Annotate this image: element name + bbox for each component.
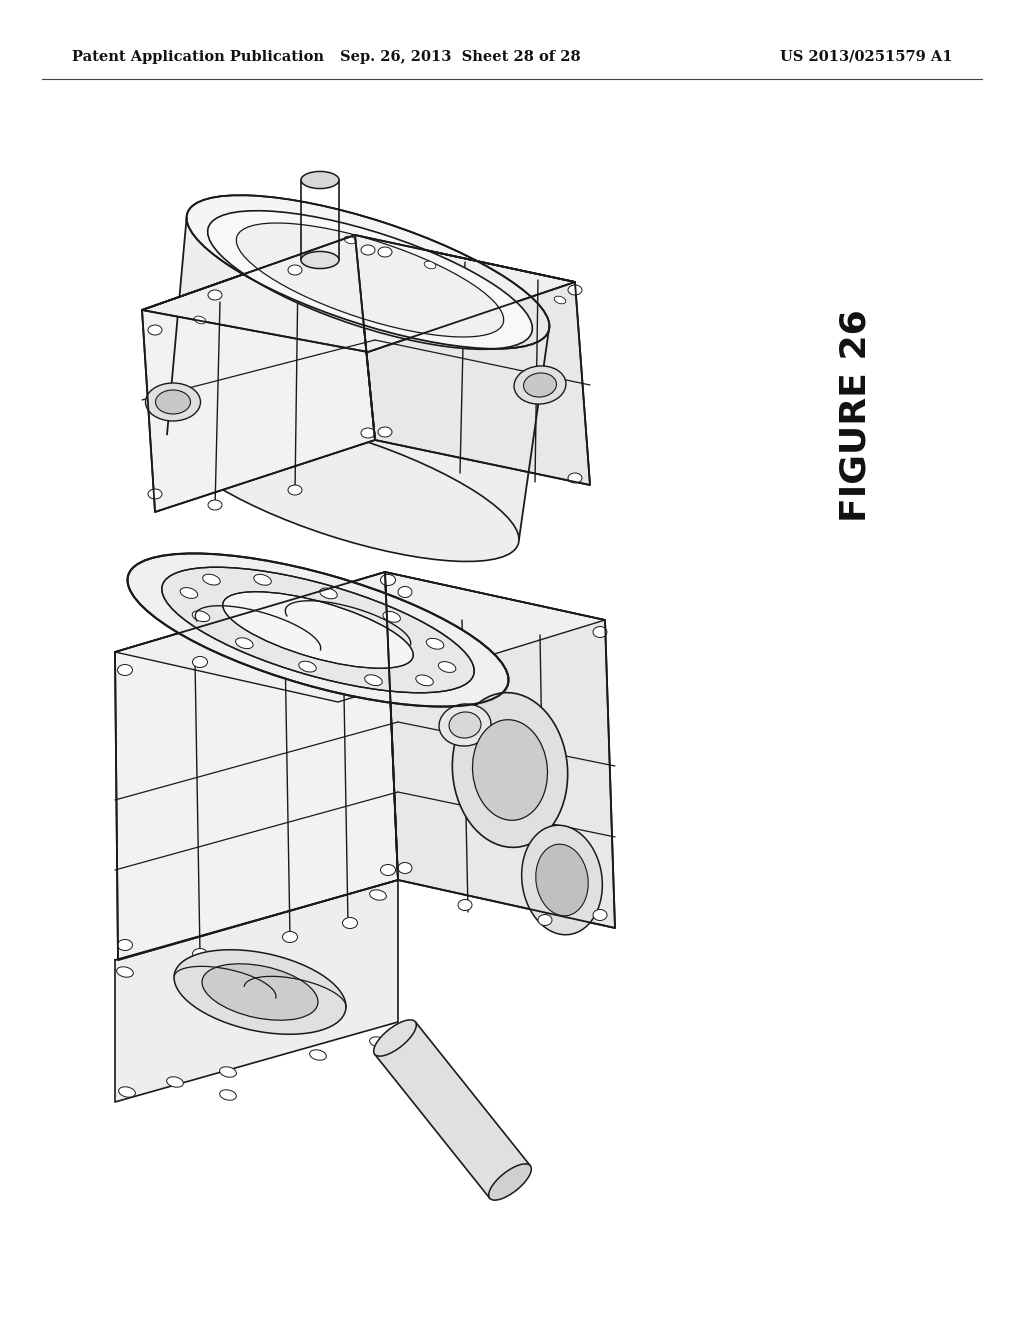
- Ellipse shape: [167, 413, 519, 561]
- Ellipse shape: [128, 553, 509, 706]
- Ellipse shape: [219, 1090, 237, 1100]
- Ellipse shape: [344, 236, 355, 244]
- Ellipse shape: [237, 223, 504, 337]
- Ellipse shape: [449, 711, 481, 738]
- Polygon shape: [115, 880, 398, 1102]
- Ellipse shape: [118, 664, 132, 676]
- Ellipse shape: [593, 627, 607, 638]
- Ellipse shape: [361, 428, 375, 438]
- Ellipse shape: [193, 611, 210, 622]
- Ellipse shape: [301, 251, 339, 268]
- Text: US 2013/0251579 A1: US 2013/0251579 A1: [779, 50, 952, 63]
- Ellipse shape: [288, 484, 302, 495]
- Ellipse shape: [208, 211, 532, 350]
- Ellipse shape: [568, 285, 582, 294]
- Ellipse shape: [458, 899, 472, 911]
- Ellipse shape: [398, 862, 412, 874]
- Ellipse shape: [426, 639, 443, 649]
- Polygon shape: [142, 235, 575, 352]
- Ellipse shape: [374, 1020, 417, 1056]
- Ellipse shape: [514, 366, 566, 404]
- Ellipse shape: [416, 675, 433, 686]
- Ellipse shape: [361, 246, 375, 255]
- Ellipse shape: [439, 704, 490, 746]
- Ellipse shape: [536, 845, 588, 916]
- Ellipse shape: [523, 374, 556, 397]
- Ellipse shape: [488, 1164, 531, 1200]
- Text: Sep. 26, 2013  Sheet 28 of 28: Sep. 26, 2013 Sheet 28 of 28: [340, 50, 581, 63]
- Ellipse shape: [219, 1067, 237, 1077]
- Ellipse shape: [319, 587, 337, 599]
- Ellipse shape: [593, 909, 607, 920]
- Text: FIGURE 26: FIGURE 26: [838, 309, 872, 523]
- Ellipse shape: [193, 949, 208, 960]
- Ellipse shape: [119, 1086, 135, 1097]
- Ellipse shape: [145, 383, 201, 421]
- Ellipse shape: [538, 915, 552, 925]
- Ellipse shape: [299, 661, 316, 672]
- Ellipse shape: [236, 638, 253, 648]
- Ellipse shape: [180, 587, 198, 598]
- Ellipse shape: [398, 586, 412, 598]
- Ellipse shape: [309, 1049, 327, 1060]
- Ellipse shape: [424, 261, 436, 269]
- Ellipse shape: [342, 917, 357, 928]
- Ellipse shape: [195, 317, 206, 323]
- Ellipse shape: [554, 296, 566, 304]
- Ellipse shape: [283, 932, 298, 942]
- Ellipse shape: [521, 825, 602, 935]
- Ellipse shape: [283, 647, 298, 657]
- Ellipse shape: [148, 488, 162, 499]
- Ellipse shape: [301, 172, 339, 189]
- Ellipse shape: [203, 574, 220, 585]
- Ellipse shape: [167, 1077, 183, 1088]
- Ellipse shape: [118, 940, 132, 950]
- Text: Patent Application Publication: Patent Application Publication: [72, 50, 324, 63]
- Polygon shape: [167, 218, 550, 540]
- Ellipse shape: [193, 656, 208, 668]
- Ellipse shape: [186, 195, 550, 348]
- Polygon shape: [375, 1022, 530, 1199]
- Polygon shape: [385, 572, 615, 928]
- Ellipse shape: [381, 865, 395, 875]
- Ellipse shape: [288, 265, 302, 275]
- Ellipse shape: [472, 719, 548, 820]
- Ellipse shape: [370, 890, 386, 900]
- Ellipse shape: [453, 693, 567, 847]
- Ellipse shape: [378, 247, 392, 257]
- Ellipse shape: [156, 389, 190, 414]
- Ellipse shape: [378, 426, 392, 437]
- Ellipse shape: [174, 949, 346, 1035]
- Polygon shape: [115, 572, 605, 702]
- Ellipse shape: [202, 964, 318, 1020]
- Ellipse shape: [254, 574, 271, 585]
- Polygon shape: [355, 235, 590, 484]
- Ellipse shape: [208, 290, 222, 300]
- Ellipse shape: [383, 611, 400, 622]
- Polygon shape: [142, 235, 375, 512]
- Ellipse shape: [568, 473, 582, 483]
- Ellipse shape: [342, 635, 357, 645]
- Ellipse shape: [148, 325, 162, 335]
- Ellipse shape: [223, 591, 414, 668]
- Ellipse shape: [365, 675, 382, 685]
- Ellipse shape: [208, 500, 222, 510]
- Ellipse shape: [381, 574, 395, 586]
- Polygon shape: [115, 572, 398, 960]
- Ellipse shape: [370, 1036, 386, 1047]
- Ellipse shape: [162, 568, 474, 693]
- Ellipse shape: [117, 966, 133, 977]
- Ellipse shape: [438, 661, 456, 672]
